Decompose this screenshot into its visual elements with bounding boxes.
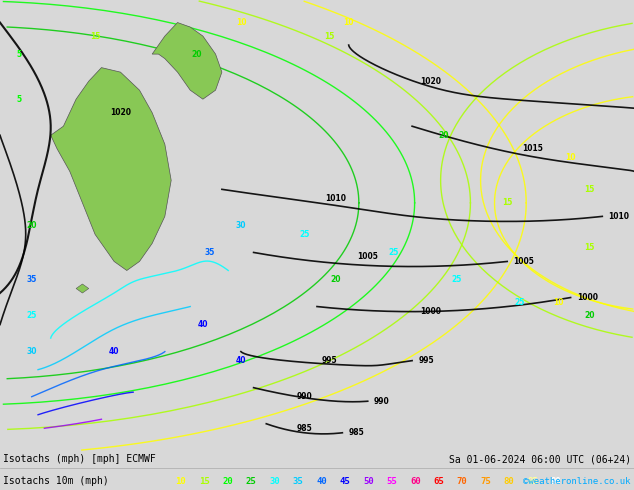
Text: 1005: 1005 <box>514 257 534 266</box>
Text: 20: 20 <box>27 221 37 230</box>
Text: 20: 20 <box>223 477 233 486</box>
Text: 35: 35 <box>27 275 37 284</box>
Text: 35: 35 <box>204 248 214 257</box>
Text: 5: 5 <box>16 49 22 59</box>
Text: 10: 10 <box>344 18 354 27</box>
Text: Isotachs (mph) [mph] ECMWF: Isotachs (mph) [mph] ECMWF <box>3 454 156 465</box>
Text: ©weatheronline.co.uk: ©weatheronline.co.uk <box>523 477 631 486</box>
Text: 80: 80 <box>504 477 514 486</box>
Text: 25: 25 <box>388 248 398 257</box>
Text: 20: 20 <box>191 49 202 59</box>
Polygon shape <box>76 284 89 293</box>
Text: 20: 20 <box>439 131 449 140</box>
Text: 60: 60 <box>410 477 420 486</box>
Text: 1000: 1000 <box>420 307 442 316</box>
Text: 40: 40 <box>316 477 327 486</box>
Text: 10: 10 <box>566 153 576 162</box>
Text: 10: 10 <box>176 477 186 486</box>
Text: 15: 15 <box>585 244 595 252</box>
Text: 15: 15 <box>502 198 512 207</box>
Text: 70: 70 <box>457 477 467 486</box>
Text: 985: 985 <box>297 424 312 433</box>
Text: 1020: 1020 <box>110 108 131 117</box>
Text: 30: 30 <box>269 477 280 486</box>
Text: 25: 25 <box>299 230 309 239</box>
Text: 990: 990 <box>297 392 312 401</box>
Text: 1015: 1015 <box>522 144 543 153</box>
Text: 35: 35 <box>293 477 303 486</box>
Text: 30: 30 <box>27 347 37 356</box>
Text: 995: 995 <box>322 356 337 365</box>
Text: 10: 10 <box>236 18 246 27</box>
Text: 55: 55 <box>387 477 397 486</box>
Text: 20: 20 <box>331 275 341 284</box>
Text: 1020: 1020 <box>420 76 442 86</box>
Text: 40: 40 <box>198 320 208 329</box>
Text: 75: 75 <box>481 477 491 486</box>
Polygon shape <box>51 68 171 270</box>
Text: 90: 90 <box>551 477 561 486</box>
Text: 15: 15 <box>585 185 595 194</box>
Text: Sa 01-06-2024 06:00 UTC (06+24): Sa 01-06-2024 06:00 UTC (06+24) <box>449 454 631 465</box>
Text: 40: 40 <box>236 356 246 365</box>
Text: 30: 30 <box>236 221 246 230</box>
Text: 85: 85 <box>527 477 538 486</box>
Text: 995: 995 <box>418 356 434 365</box>
Polygon shape <box>152 23 222 99</box>
Text: 1005: 1005 <box>358 252 378 262</box>
Text: 25: 25 <box>451 275 462 284</box>
Text: 25: 25 <box>246 477 256 486</box>
Text: 1010: 1010 <box>609 212 630 221</box>
Text: 5: 5 <box>16 95 22 104</box>
Text: 50: 50 <box>363 477 373 486</box>
Text: 15: 15 <box>90 31 100 41</box>
Text: 15: 15 <box>325 31 335 41</box>
Text: Isotachs 10m (mph): Isotachs 10m (mph) <box>3 476 109 487</box>
Text: 25: 25 <box>27 311 37 320</box>
Text: 15: 15 <box>199 477 209 486</box>
Text: 65: 65 <box>434 477 444 486</box>
Text: 990: 990 <box>374 397 390 406</box>
Text: 1010: 1010 <box>325 194 347 203</box>
Text: 25: 25 <box>515 297 525 307</box>
Text: 1000: 1000 <box>577 293 598 302</box>
Text: 45: 45 <box>340 477 350 486</box>
Text: 40: 40 <box>109 347 119 356</box>
Text: 20: 20 <box>585 311 595 320</box>
Text: 10: 10 <box>553 297 563 307</box>
Text: 985: 985 <box>349 428 365 437</box>
